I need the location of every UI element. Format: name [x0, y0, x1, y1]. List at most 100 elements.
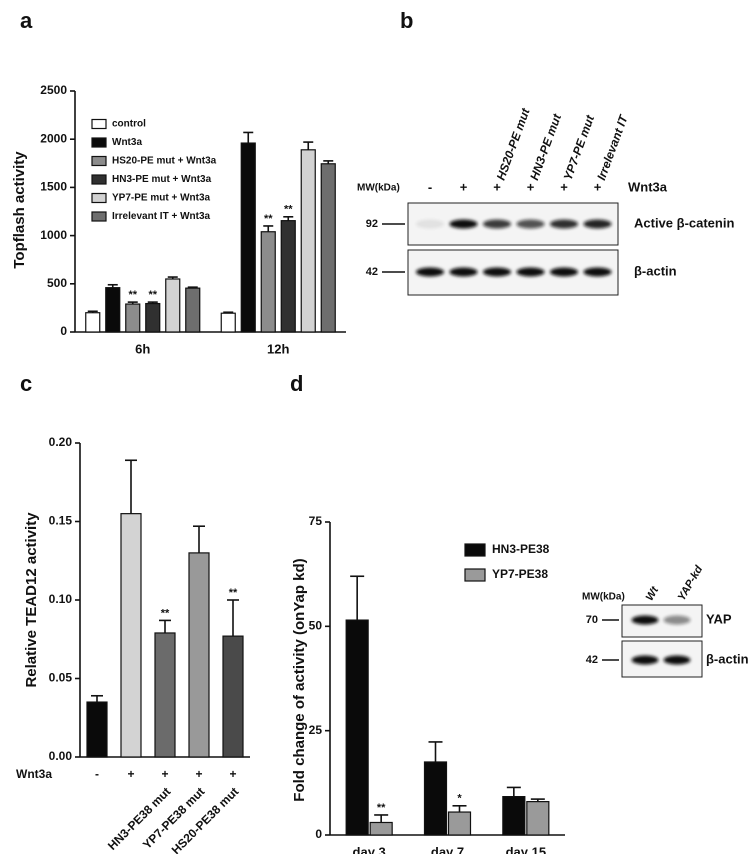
y-tick-label: 1500 — [40, 180, 67, 194]
bar — [320, 163, 336, 333]
condition-sign: + — [127, 767, 134, 781]
lane-sign: + — [527, 179, 535, 194]
band-label: Active β-catenin — [634, 215, 734, 230]
mw-value: 92 — [366, 218, 378, 230]
x-tick-label: 6h — [135, 341, 150, 356]
x-tick-label: day 3 — [353, 844, 386, 854]
blot-band — [631, 655, 659, 665]
bar — [145, 302, 161, 333]
bar — [86, 701, 108, 758]
bar — [526, 801, 550, 836]
x-tick-label: day 7 — [431, 844, 464, 854]
mw-value: 42 — [586, 654, 598, 666]
blot-band — [415, 267, 445, 277]
y-tick-label: 0 — [60, 324, 67, 338]
y-tick-label: 2500 — [40, 83, 67, 97]
legend-swatch — [464, 568, 486, 582]
bar — [423, 761, 448, 836]
blot-band — [415, 219, 445, 229]
panel-label: c — [20, 371, 32, 396]
significance: * — [457, 793, 462, 805]
y-tick-label: 0.10 — [49, 592, 73, 606]
bar — [345, 619, 369, 836]
bar — [165, 278, 181, 333]
lane-sign: + — [594, 179, 602, 194]
bar — [502, 796, 526, 836]
panel-label: d — [290, 371, 303, 396]
y-tick-label: 25 — [309, 723, 323, 737]
lane-label: Irrelevant IT — [594, 112, 631, 182]
condition-label: Wnt3a — [16, 767, 52, 781]
y-tick-label: 75 — [309, 514, 323, 528]
panel-label: a — [20, 8, 33, 33]
y-axis-label: Topflash activity — [11, 151, 28, 269]
legend-swatch — [91, 192, 107, 204]
blot-band — [449, 267, 478, 277]
legend-swatch — [91, 155, 107, 167]
significance: ** — [377, 802, 386, 814]
bar — [447, 811, 472, 836]
significance: ** — [284, 204, 293, 216]
bar — [154, 632, 176, 758]
bar — [185, 287, 201, 333]
blot-band — [663, 615, 691, 625]
legend-label: HN3-PE38 — [492, 542, 550, 556]
lane-label: HS20-PE mut — [494, 106, 533, 183]
significance: ** — [229, 587, 238, 599]
panel-label: b — [400, 8, 413, 33]
blot-band — [583, 219, 612, 229]
legend-label: HS20-PE mut + Wnt3a — [112, 156, 217, 167]
lane-sign: + — [460, 179, 468, 194]
bar — [105, 287, 121, 333]
y-tick-label: 1000 — [40, 228, 67, 242]
blot-band — [583, 267, 612, 277]
mw-value: 70 — [586, 614, 598, 626]
y-tick-label: 500 — [47, 276, 67, 290]
y-tick-label: 0.15 — [49, 514, 73, 528]
y-tick-label: 0.05 — [49, 671, 73, 685]
blot-band — [516, 219, 545, 229]
bar — [220, 312, 236, 333]
significance: ** — [161, 607, 170, 619]
legend-label: YP7-PE38 — [492, 567, 548, 581]
mw-header: MW(kDa) — [357, 183, 400, 194]
condition-sign: + — [161, 767, 168, 781]
significance: ** — [148, 289, 157, 301]
blot-band — [482, 219, 512, 229]
bar — [120, 513, 142, 758]
mw-value: 42 — [366, 266, 378, 278]
legend-swatch — [91, 137, 107, 148]
lane-sign: + — [493, 179, 501, 194]
significance: ** — [128, 289, 137, 301]
legend-swatch — [464, 543, 486, 557]
band-label: β-actin — [706, 651, 749, 666]
legend-label: control — [112, 119, 146, 130]
blot-band — [516, 267, 545, 277]
legend-swatch — [91, 211, 107, 222]
blot-band — [549, 267, 579, 277]
x-tick-label: day 15 — [506, 844, 546, 854]
y-axis-label: Fold change of activity (onYap kd) — [291, 558, 308, 801]
legend-swatch — [91, 118, 107, 130]
blot-band — [549, 219, 579, 229]
legend-label: Wnt3a — [112, 137, 142, 148]
y-tick-label: 0.20 — [49, 435, 73, 449]
bar — [240, 142, 256, 333]
bar — [85, 312, 101, 333]
x-tick-label: 12h — [267, 341, 289, 356]
blot-band — [631, 615, 659, 625]
mw-header: MW(kDa) — [582, 592, 625, 603]
blot-band — [449, 219, 478, 229]
blot-band — [482, 267, 512, 277]
y-tick-label: 2000 — [40, 131, 67, 145]
lane-sign: - — [428, 179, 432, 194]
bar — [369, 821, 393, 836]
condition-sign: + — [195, 767, 202, 781]
band-label: YAP — [706, 611, 732, 626]
lane-label: YP7-PE mut — [561, 112, 598, 182]
bar — [300, 149, 316, 333]
significance: ** — [264, 213, 273, 225]
band-label: β-actin — [634, 263, 677, 278]
y-tick-label: 0.00 — [49, 749, 73, 763]
legend-swatch — [91, 174, 107, 185]
